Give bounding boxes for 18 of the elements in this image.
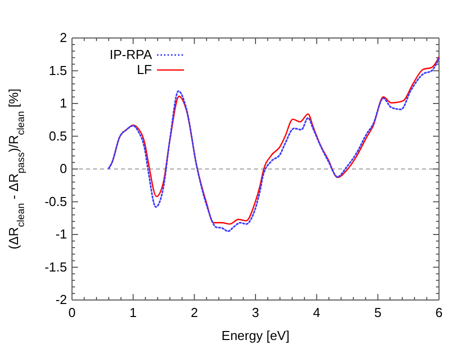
x-tick-label: 6 [435,305,443,320]
x-tick-label: 5 [374,305,382,320]
y-tick-label: 0 [60,161,67,176]
x-tick-label: 4 [313,305,320,320]
y-tick-label: 0.5 [48,128,67,144]
y-tick-label: -1.5 [44,259,67,274]
y-tick-label: 2 [60,30,67,46]
legend-label: IP-RPA [110,47,152,62]
y-tick-label: -1 [55,226,67,242]
x-tick-label: 1 [130,305,137,320]
y-tick-label: -0.5 [44,194,67,209]
y-tick-label: -2 [55,292,67,308]
x-tick-label: 3 [252,305,260,320]
x-tick-label: 2 [190,305,198,320]
y-tick-label: 1 [60,96,67,111]
x-axis-title: Energy [eV] [222,328,290,343]
legend-label: LF [136,62,152,77]
y-tick-label: 1.5 [48,62,67,78]
